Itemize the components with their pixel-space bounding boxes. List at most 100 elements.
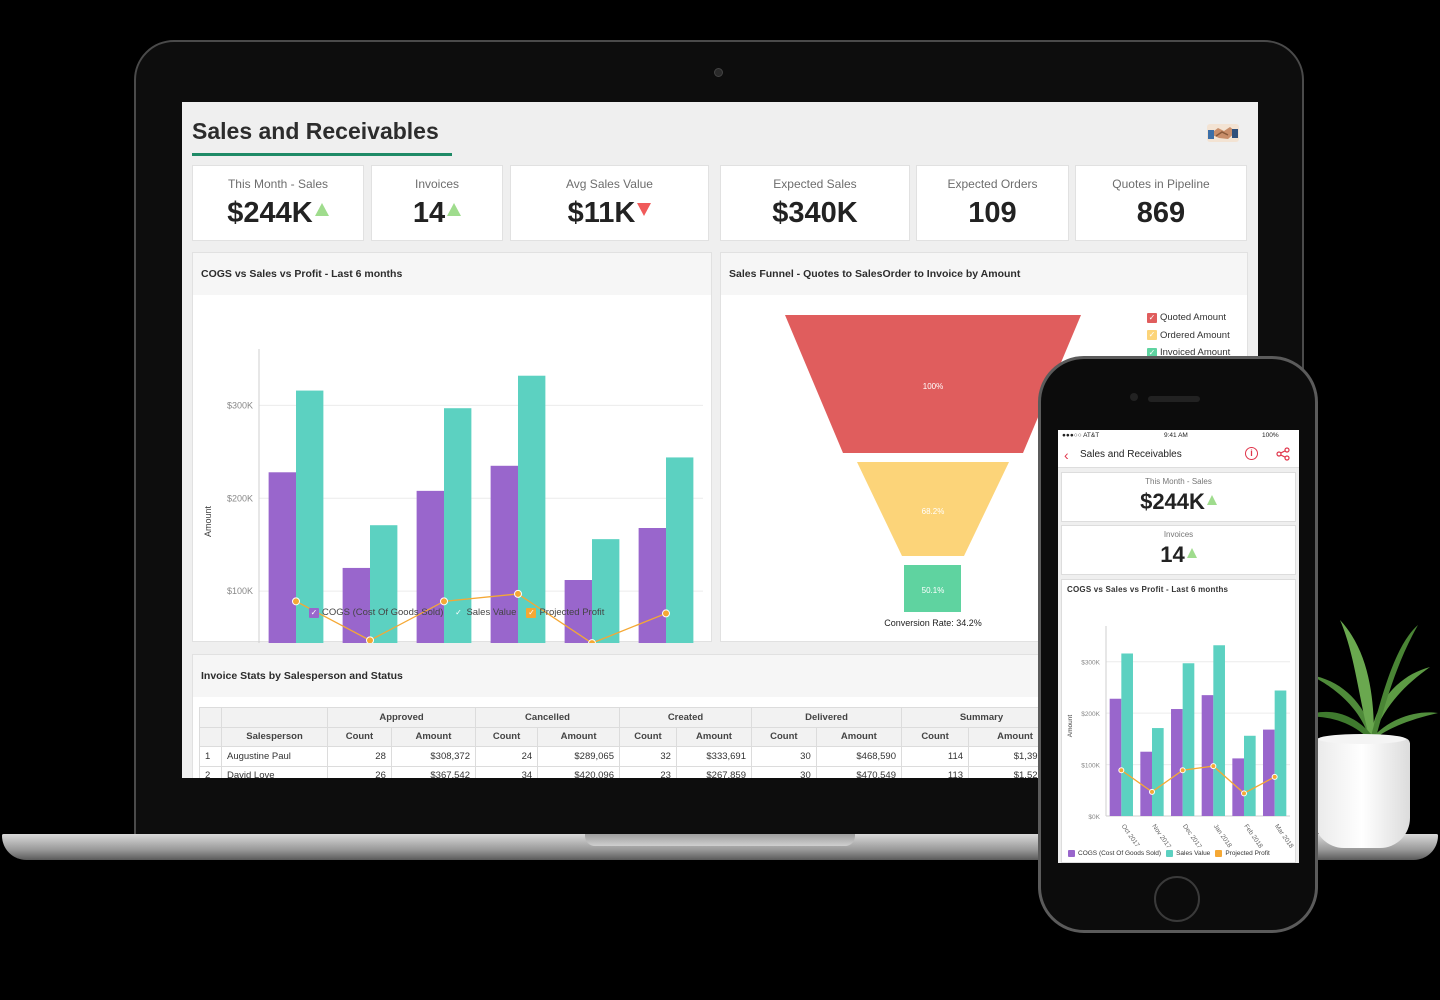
sales-bar[interactable]: [1152, 728, 1164, 816]
table-header-amount[interactable]: Amount: [390, 726, 477, 747]
kpi-card-invoices[interactable]: Invoices 14: [371, 165, 503, 241]
sales-bar[interactable]: [592, 539, 620, 643]
table-row[interactable]: 1 Augustine Paul 28 $308,372 24 $289,065…: [199, 746, 1062, 767]
cogs-bar[interactable]: [268, 472, 296, 643]
profit-point[interactable]: [440, 597, 448, 606]
legend-label: COGS (Cost Of Goods Sold): [322, 607, 444, 618]
legend-item-ordered[interactable]: ✓ Ordered Amount: [1147, 327, 1230, 345]
info-icon[interactable]: i: [1245, 447, 1258, 460]
trend-up-icon: [314, 203, 329, 216]
app-bar: ‹ Sales and Receivables i: [1058, 441, 1299, 468]
profit-point[interactable]: [1179, 767, 1186, 774]
sales-bar[interactable]: [1182, 663, 1195, 816]
legend-item-sales[interactable]: Sales Value: [1166, 850, 1210, 857]
funnel-stage-ordered[interactable]: [857, 462, 1009, 556]
kpi-value: $244K: [193, 197, 363, 230]
legend-item-sales[interactable]: ✓ Sales Value: [453, 607, 516, 618]
kpi-card-expected-sales[interactable]: Expected Sales $340K: [720, 165, 910, 241]
mobile-kpi-invoices[interactable]: Invoices 14: [1061, 525, 1296, 575]
panel-header: [193, 253, 711, 295]
legend-label: COGS (Cost Of Goods Sold): [1078, 850, 1162, 857]
kpi-value: $244K: [1062, 489, 1295, 515]
profit-point[interactable]: [662, 609, 670, 618]
table-cell: 113: [900, 765, 970, 778]
table-group-header[interactable]: Created: [619, 707, 752, 728]
cogs-bar[interactable]: [1263, 729, 1275, 816]
funnel-stage-invoiced[interactable]: [904, 565, 961, 612]
kpi-number: $244K: [227, 197, 313, 229]
sales-bar[interactable]: [1121, 653, 1133, 816]
title-underline: [192, 153, 452, 156]
cogs-bar[interactable]: [342, 567, 370, 643]
profit-point[interactable]: [1271, 773, 1278, 780]
legend-item-invoiced[interactable]: ✓ Invoiced Amount: [1147, 344, 1230, 362]
sales-bar[interactable]: [1213, 645, 1225, 816]
legend-item-quoted[interactable]: ✓ Quoted Amount: [1147, 309, 1230, 327]
sales-bar[interactable]: [444, 408, 472, 643]
legend-item-cogs[interactable]: COGS (Cost Of Goods Sold): [1068, 850, 1161, 857]
handshake-icon[interactable]: [1206, 120, 1240, 144]
profit-point[interactable]: [1149, 788, 1155, 795]
sales-bar[interactable]: [1274, 690, 1287, 816]
profit-point[interactable]: [1241, 790, 1247, 797]
chart-legend: ✓ COGS (Cost Of Goods Sold) ✓ Sales Value …: [309, 607, 604, 618]
profit-point[interactable]: [1210, 763, 1217, 770]
sales-bar[interactable]: [370, 525, 398, 643]
y-tick-label: $200K: [1081, 711, 1100, 718]
cogs-bar[interactable]: [490, 465, 518, 643]
table-group-header[interactable]: Cancelled: [475, 707, 620, 728]
table-group-header[interactable]: Summary: [901, 707, 1062, 728]
kpi-number: 14: [412, 197, 446, 229]
cogs-bar[interactable]: [1232, 758, 1244, 816]
legend-item-cogs[interactable]: ✓ COGS (Cost Of Goods Sold): [309, 607, 443, 618]
kpi-card-this-month-sales[interactable]: This Month - Sales $244K: [192, 165, 364, 241]
sales-bar[interactable]: [1244, 735, 1256, 816]
profit-point[interactable]: [366, 636, 374, 643]
sales-bar[interactable]: [666, 457, 694, 643]
table-group-header[interactable]: Delivered: [751, 707, 902, 728]
kpi-number: $11K: [567, 197, 636, 229]
dashboard-title: Sales and Receivables: [192, 118, 439, 144]
cogs-bar[interactable]: [416, 490, 444, 643]
funnel-chart[interactable]: 100% 68.2% 50.1% Conversion Rate: 34.2%: [721, 253, 1249, 643]
funnel-legend: ✓ Quoted Amount ✓ Ordered Amount ✓ Invoiced…: [1147, 309, 1230, 362]
table-header-salesperson[interactable]: Salesperson: [221, 726, 328, 747]
legend-item-profit[interactable]: Projected Profit: [1215, 850, 1270, 857]
mobile-kpi-this-month-sales[interactable]: This Month - Sales $244K: [1061, 472, 1296, 522]
kpi-card-expected-orders[interactable]: Expected Orders 109: [916, 165, 1069, 241]
table-header-count[interactable]: Count: [327, 726, 392, 747]
profit-point[interactable]: [1118, 767, 1125, 774]
profit-point[interactable]: [588, 639, 596, 643]
phone-home-button[interactable]: [1154, 876, 1200, 922]
cogs-bar[interactable]: [1109, 698, 1122, 816]
sales-bar[interactable]: [518, 375, 546, 643]
legend-label: Sales Value: [1176, 850, 1211, 857]
table-row[interactable]: 2 David Love 26 $367,542 34 $420,096 23 …: [199, 765, 1062, 778]
cogs-bar[interactable]: [1171, 709, 1183, 816]
legend-label: Quoted Amount: [1160, 312, 1227, 324]
table-header-amount[interactable]: Amount: [815, 726, 903, 747]
table-header-count[interactable]: Count: [900, 726, 970, 747]
cogs-bar[interactable]: [1140, 751, 1152, 816]
kpi-card-avg-sales-value[interactable]: Avg Sales Value $11K: [510, 165, 709, 241]
profit-point[interactable]: [514, 589, 522, 598]
cogs-bar[interactable]: [564, 580, 592, 643]
cogs-bar[interactable]: [1201, 695, 1214, 816]
table-header-count[interactable]: Count: [619, 726, 677, 747]
table-header-amount[interactable]: Amount: [537, 726, 620, 747]
sales-bar[interactable]: [296, 390, 324, 643]
kpi-card-quotes-in-pipeline[interactable]: Quotes in Pipeline 869: [1075, 165, 1247, 241]
table-header-amount[interactable]: Amount: [675, 726, 753, 747]
legend-item-profit[interactable]: ✓ Projected Profit: [526, 607, 604, 618]
table-header-count[interactable]: Count: [474, 726, 539, 747]
funnel-stage-quoted[interactable]: [785, 315, 1081, 453]
back-chevron-icon[interactable]: ‹: [1064, 447, 1069, 463]
kpi-label: Expected Sales: [773, 177, 857, 191]
table-header-count[interactable]: Count: [751, 726, 817, 747]
share-icon[interactable]: [1276, 447, 1290, 461]
profit-point[interactable]: [292, 597, 300, 606]
cogs-bar[interactable]: [638, 528, 666, 643]
table-group-header[interactable]: Approved: [327, 707, 476, 728]
mobile-combo-chart[interactable]: $0K $100K $200K $300K Amount Oct 2017 Nov 2017…: [1062, 580, 1297, 863]
